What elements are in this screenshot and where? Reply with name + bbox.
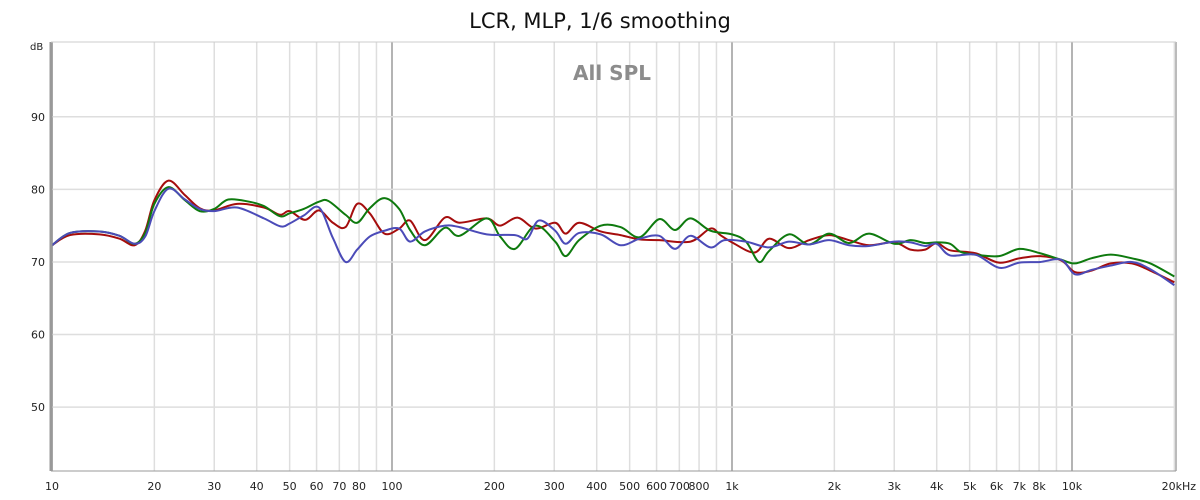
x-tick-label: 100	[382, 480, 403, 493]
series-group	[51, 179, 1175, 287]
x-tick-label: 4k	[930, 480, 944, 493]
x-tick-label: 30	[207, 480, 221, 493]
x-tick-label: 500	[619, 480, 640, 493]
x-tick-label: 10k	[1062, 480, 1083, 493]
x-tick-label: 7k	[1013, 480, 1027, 493]
x-tick-label: 20	[147, 480, 161, 493]
series-line-c	[51, 186, 1175, 278]
x-tick-label: 70	[332, 480, 346, 493]
chart-title: LCR, MLP, 1/6 smoothing	[469, 9, 731, 33]
axis-labels: 50 60 70 80 90 10 20 30 40 50 60 70 80 100 200 300 400 50…	[31, 111, 1196, 493]
x-tick-label: 50	[283, 480, 297, 493]
x-tick-label: 1k	[725, 480, 739, 493]
x-tick-label: 20kHz	[1162, 480, 1197, 493]
series-line-l	[51, 179, 1175, 284]
x-tick-label: 10	[45, 480, 59, 493]
y-tick-label: 60	[31, 329, 45, 342]
x-tick-label: 300	[544, 480, 565, 493]
series-line-r	[51, 187, 1175, 287]
x-tick-label: 40	[250, 480, 264, 493]
x-tick-label: 6k	[990, 480, 1004, 493]
y-tick-label: 50	[31, 401, 45, 414]
y-tick-label: 80	[31, 183, 45, 196]
y-tick-label: 70	[31, 256, 45, 269]
chart-subtitle: All SPL	[573, 61, 651, 85]
y-tick-label: 90	[31, 111, 45, 124]
y-axis-unit: dB	[30, 42, 43, 53]
x-tick-label: 5k	[963, 480, 977, 493]
x-tick-label: 600	[646, 480, 667, 493]
x-tick-label: 800	[689, 480, 710, 493]
x-tick-label: 3k	[888, 480, 902, 493]
x-tick-label: 700	[669, 480, 690, 493]
x-tick-label: 8k	[1032, 480, 1046, 493]
x-tick-label: 400	[586, 480, 607, 493]
x-tick-label: 200	[484, 480, 505, 493]
x-tick-label: 80	[352, 480, 366, 493]
grid	[51, 42, 1176, 471]
x-tick-label: 2k	[828, 480, 842, 493]
x-tick-label: 60	[310, 480, 324, 493]
